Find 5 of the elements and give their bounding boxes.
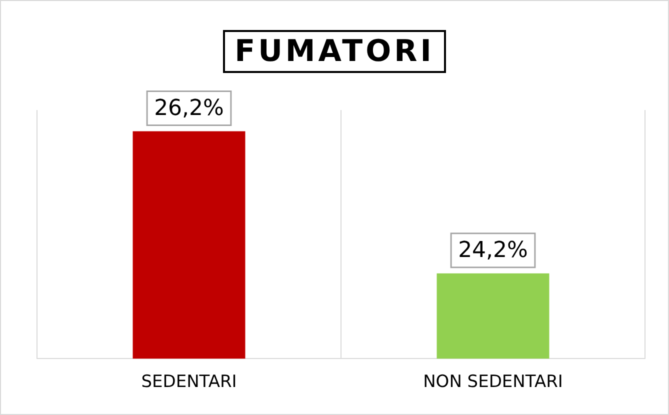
data-label: 26,2% bbox=[154, 96, 224, 122]
chart-title: FUMATORI bbox=[222, 30, 446, 73]
x-tick-label: SEDENTARI bbox=[141, 372, 237, 392]
data-label: 24,2% bbox=[458, 238, 528, 264]
x-tick-label: NON SEDENTARI bbox=[423, 372, 563, 392]
